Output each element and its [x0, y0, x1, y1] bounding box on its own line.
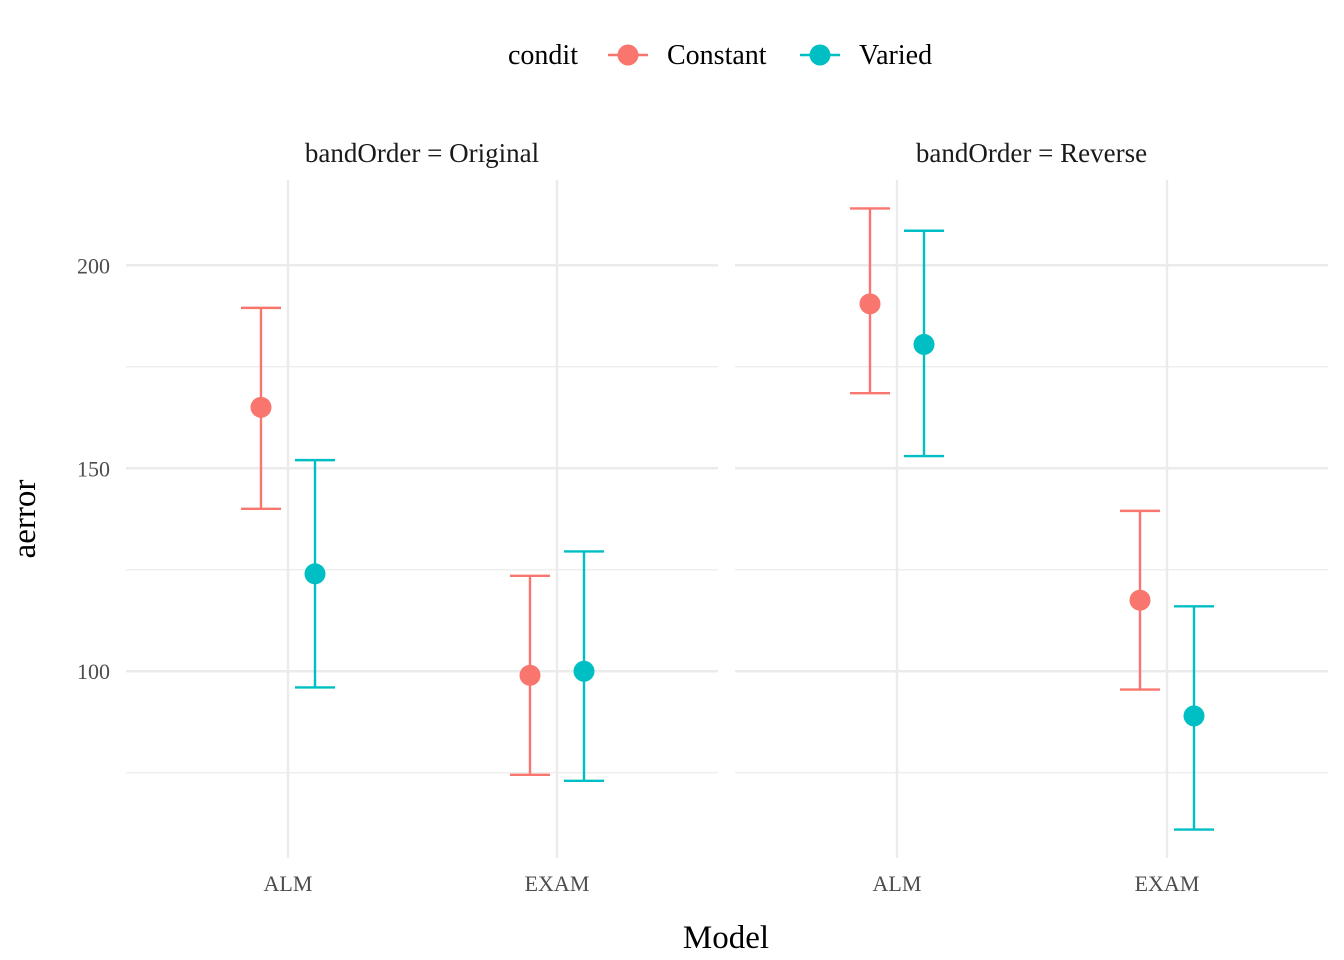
data-point-varied: [573, 660, 595, 682]
x-tick-label: EXAM: [525, 871, 590, 896]
x-tick-label: ALM: [873, 871, 922, 896]
legend-key-point: [617, 44, 639, 66]
legend-key-point: [809, 44, 831, 66]
panel-strip-label: bandOrder = Reverse: [916, 138, 1147, 168]
legend-label-constant: Constant: [667, 40, 767, 71]
legend-title: condit: [508, 40, 578, 71]
legend-key-varied: [800, 44, 840, 66]
y-tick-label: 150: [77, 456, 110, 481]
data-point-varied: [913, 333, 935, 355]
panel-2: bandOrder = Reverse ALM EXAM: [735, 138, 1328, 896]
data-point-constant: [859, 293, 881, 315]
legend-key-constant: [608, 44, 648, 66]
data-point-varied: [304, 563, 326, 585]
data-point-constant: [519, 664, 541, 686]
x-tick-label: EXAM: [1135, 871, 1200, 896]
y-axis-title: aerror: [7, 480, 43, 559]
legend-label-varied: Varied: [859, 40, 932, 71]
legend: condit Constant Varied: [508, 40, 932, 71]
panel-strip-label: bandOrder = Original: [305, 138, 539, 168]
data-point-constant: [1129, 589, 1151, 611]
y-tick-label: 200: [77, 253, 110, 278]
x-axis-title: Model: [683, 920, 769, 956]
panel-1: bandOrder = Original ALM EXAM: [126, 138, 718, 896]
data-point-constant: [250, 396, 272, 418]
x-tick-label: ALM: [264, 871, 313, 896]
data-point-varied: [1183, 705, 1205, 727]
y-tick-label: 100: [77, 659, 110, 684]
